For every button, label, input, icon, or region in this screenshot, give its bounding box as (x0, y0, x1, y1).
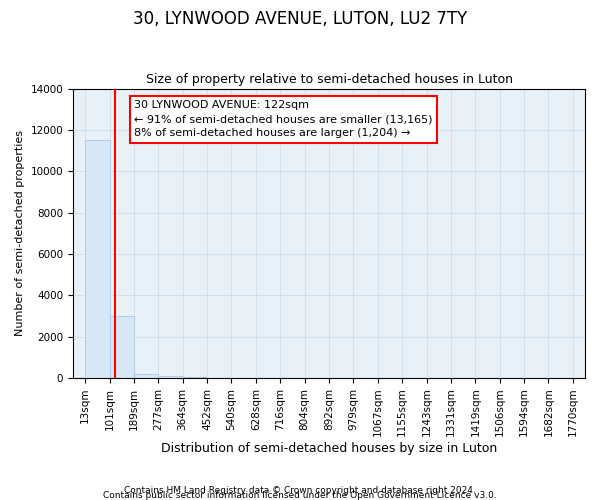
X-axis label: Distribution of semi-detached houses by size in Luton: Distribution of semi-detached houses by … (161, 442, 497, 455)
Text: 30, LYNWOOD AVENUE, LUTON, LU2 7TY: 30, LYNWOOD AVENUE, LUTON, LU2 7TY (133, 10, 467, 28)
Bar (110, 316, 134, 378)
Bar (134, 374, 158, 378)
Bar (85, 140, 110, 378)
Bar (182, 377, 207, 378)
Text: Contains HM Land Registry data © Crown copyright and database right 2024.: Contains HM Land Registry data © Crown c… (124, 486, 476, 495)
Text: Contains public sector information licensed under the Open Government Licence v3: Contains public sector information licen… (103, 491, 497, 500)
Text: 30 LYNWOOD AVENUE: 122sqm
← 91% of semi-detached houses are smaller (13,165)
8% : 30 LYNWOOD AVENUE: 122sqm ← 91% of semi-… (134, 100, 433, 138)
Y-axis label: Number of semi-detached properties: Number of semi-detached properties (15, 130, 25, 336)
Title: Size of property relative to semi-detached houses in Luton: Size of property relative to semi-detach… (146, 73, 512, 86)
Bar (158, 376, 183, 378)
